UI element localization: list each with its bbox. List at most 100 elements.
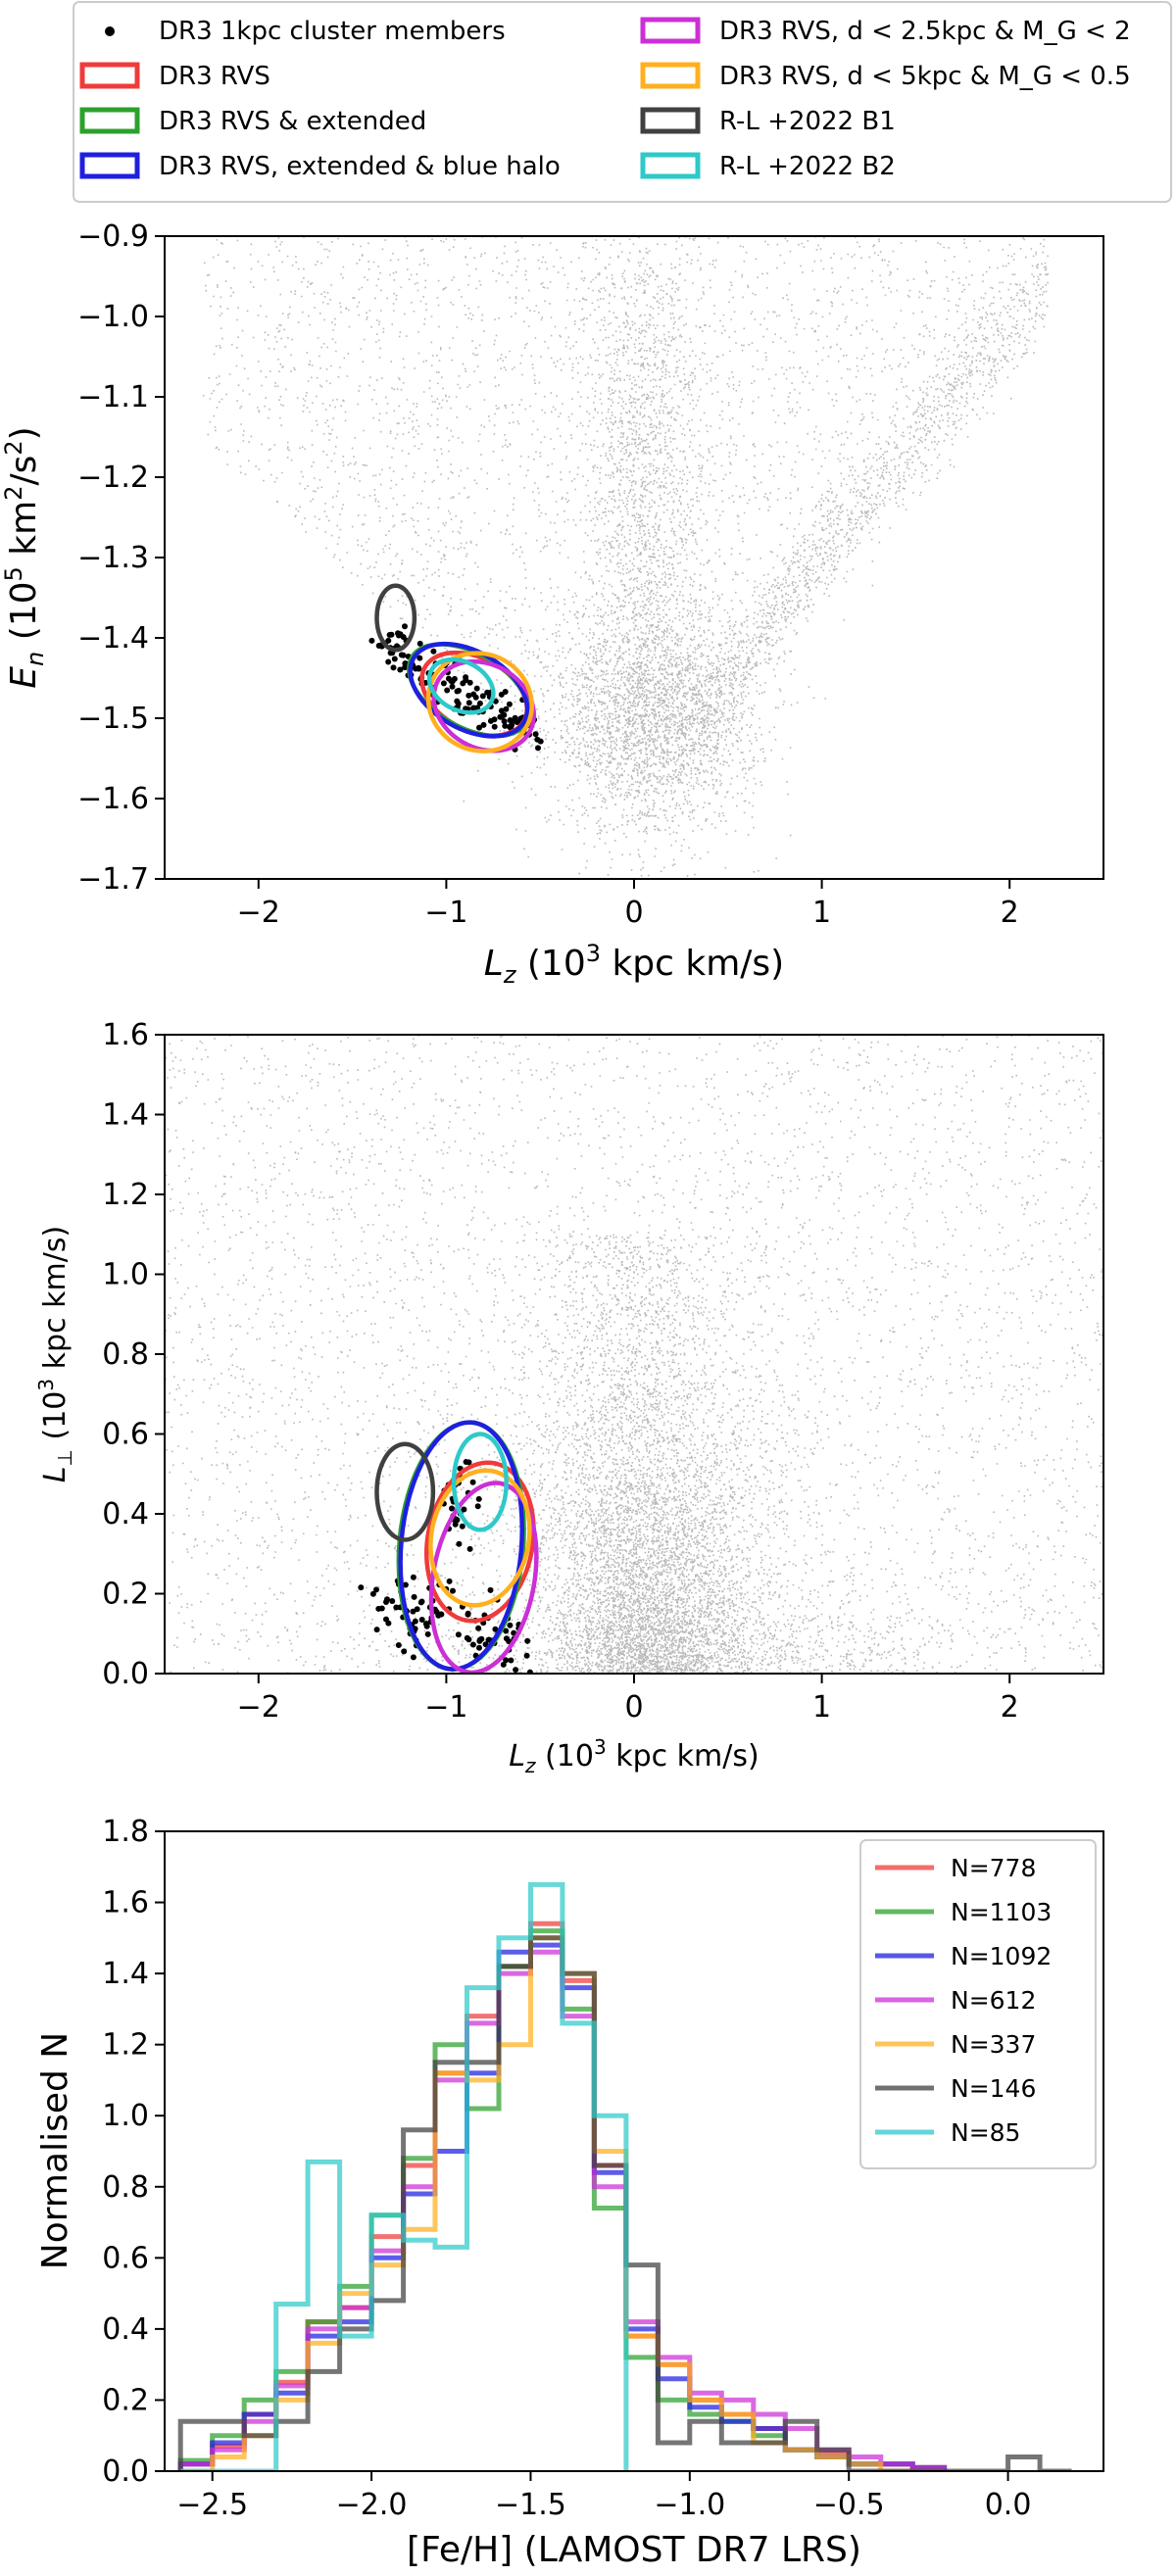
cluster-member-point: [523, 1652, 530, 1659]
y-tick-label: 1.4: [102, 1957, 149, 1991]
panel-2-ellipses: [374, 1420, 539, 1674]
cluster-member-point: [507, 717, 514, 723]
panel-1-axes-frame: [164, 235, 1104, 880]
cluster-member-point: [476, 700, 483, 706]
cluster-member-point: [511, 1629, 517, 1636]
legend-swatch: [79, 107, 140, 134]
panel-1-halo-stars: [202, 236, 1050, 879]
cluster-member-point: [416, 664, 422, 671]
x-tick-label: 1: [812, 896, 831, 930]
cluster-member-point: [532, 731, 539, 738]
main-legend-item: DR3 RVS & extended: [79, 107, 426, 136]
y-tick-label: 1.0: [102, 2099, 149, 2133]
ellipse-dr3-rvs-d-5kpc-m-g-0-5: [428, 1468, 532, 1608]
ellipse-r-l-2022-b1: [374, 1441, 436, 1542]
cluster-member-point: [506, 701, 513, 707]
cluster-member-point: [503, 1628, 510, 1634]
panel-3-histograms: [177, 1881, 1072, 2471]
y-tick-label: −1.5: [77, 702, 149, 736]
cluster-member-point: [478, 1635, 485, 1642]
cluster-member-point: [416, 640, 423, 647]
y-tick-label: 0.4: [102, 2312, 149, 2347]
cluster-member-point: [526, 1669, 533, 1674]
main-legend-item: DR3 1kpc cluster members: [105, 17, 506, 46]
main-legend-item: DR3 RVS, extended & blue halo: [79, 152, 561, 181]
cluster-member-point: [501, 718, 508, 725]
cluster-member-point: [449, 1505, 455, 1512]
ellipse-dr3-rvs-d-2-5kpc-m-g-2: [431, 658, 537, 753]
cluster-member-point: [469, 1479, 476, 1485]
ellipse-r-l-2022-b2: [451, 1432, 509, 1532]
y-tick-label: 1.2: [102, 2028, 149, 2063]
cluster-member-point: [466, 679, 473, 686]
panel-1-ylabel: En (105 km2/s2): [0, 426, 49, 688]
y-tick-label: −1.1: [77, 380, 149, 414]
cluster-member-point: [502, 689, 509, 695]
cluster-member-point: [456, 687, 462, 694]
cluster-member-point: [475, 1495, 482, 1502]
cluster-member-point: [461, 1506, 467, 1513]
cluster-member-point: [410, 1574, 416, 1580]
cluster-member-point: [513, 1667, 519, 1674]
cluster-member-point: [423, 1623, 430, 1629]
hist-legend-label: N=778: [951, 1854, 1036, 1882]
x-tick-label: −1: [424, 896, 467, 930]
cluster-member-point: [402, 623, 408, 630]
y-tick-label: −1.2: [77, 461, 149, 495]
cluster-member-point: [491, 716, 498, 723]
hist-legend-label: N=612: [951, 1986, 1036, 2015]
cluster-member-point: [463, 677, 469, 684]
cluster-member-point: [402, 1581, 409, 1588]
y-tick-label: 0.4: [102, 1497, 149, 1531]
panel-2-halo-stars: [165, 1035, 1103, 1674]
cluster-member-point: [444, 687, 451, 694]
cluster-member-point: [433, 1609, 440, 1616]
cluster-member-point: [395, 630, 401, 637]
legend-label: R-L +2022 B2: [719, 152, 896, 181]
x-tick-label: 0: [624, 1690, 643, 1725]
cluster-member-point: [459, 1523, 466, 1530]
cluster-member-point: [535, 745, 541, 752]
cluster-member-point: [375, 1605, 382, 1612]
halo-star-points: [202, 236, 1050, 879]
main-legend-frame: [73, 1, 1172, 203]
main-legend-item: DR3 RVS, d < 2.5kpc & M_G < 2: [640, 17, 1131, 46]
legend-swatch: [79, 152, 140, 179]
main-legend-item: DR3 RVS, d < 5kpc & M_G < 0.5: [640, 62, 1131, 91]
y-tick-label: 1.0: [102, 1258, 149, 1292]
cluster-member-point: [466, 1545, 473, 1552]
cluster-member-point: [389, 1598, 396, 1604]
cluster-member-point: [385, 1620, 392, 1627]
cluster-member-point: [438, 1611, 445, 1618]
hist-legend-label: N=1092: [951, 1942, 1052, 1970]
cluster-member-point: [479, 693, 486, 700]
cluster-member-point: [390, 664, 397, 671]
cluster-member-point: [534, 736, 541, 743]
cluster-member-point: [417, 1599, 424, 1606]
cluster-member-point: [473, 685, 480, 692]
cluster-member-point: [466, 700, 472, 706]
ellipse-dr3-rvs: [424, 1460, 536, 1624]
cluster-member-point: [524, 1637, 531, 1644]
cluster-member-point: [450, 1587, 456, 1594]
cluster-member-point: [466, 1459, 472, 1466]
cluster-member-point: [424, 1630, 431, 1637]
x-tick-label: 0.0: [985, 2488, 1032, 2522]
legend-dot-marker: [105, 26, 115, 36]
x-tick-label: 0: [624, 896, 643, 930]
cluster-member-point: [388, 631, 395, 638]
ellipse-r-l-2022-b1: [374, 583, 417, 653]
ellipse-dr3-rvs-extended-blue-halo: [408, 641, 530, 739]
cluster-member-point: [469, 1641, 476, 1648]
legend-swatch: [79, 62, 140, 89]
x-tick-label: 1: [812, 1690, 831, 1725]
cluster-member-point: [449, 683, 456, 690]
legend-swatch: [640, 152, 701, 179]
cluster-member-point: [465, 1611, 471, 1618]
cluster-member-point: [398, 652, 405, 658]
y-tick-label: −1.4: [77, 621, 149, 656]
y-tick-label: 1.2: [102, 1178, 149, 1212]
legend-swatch: [640, 62, 701, 89]
hist-legend-label: N=146: [951, 2074, 1036, 2103]
